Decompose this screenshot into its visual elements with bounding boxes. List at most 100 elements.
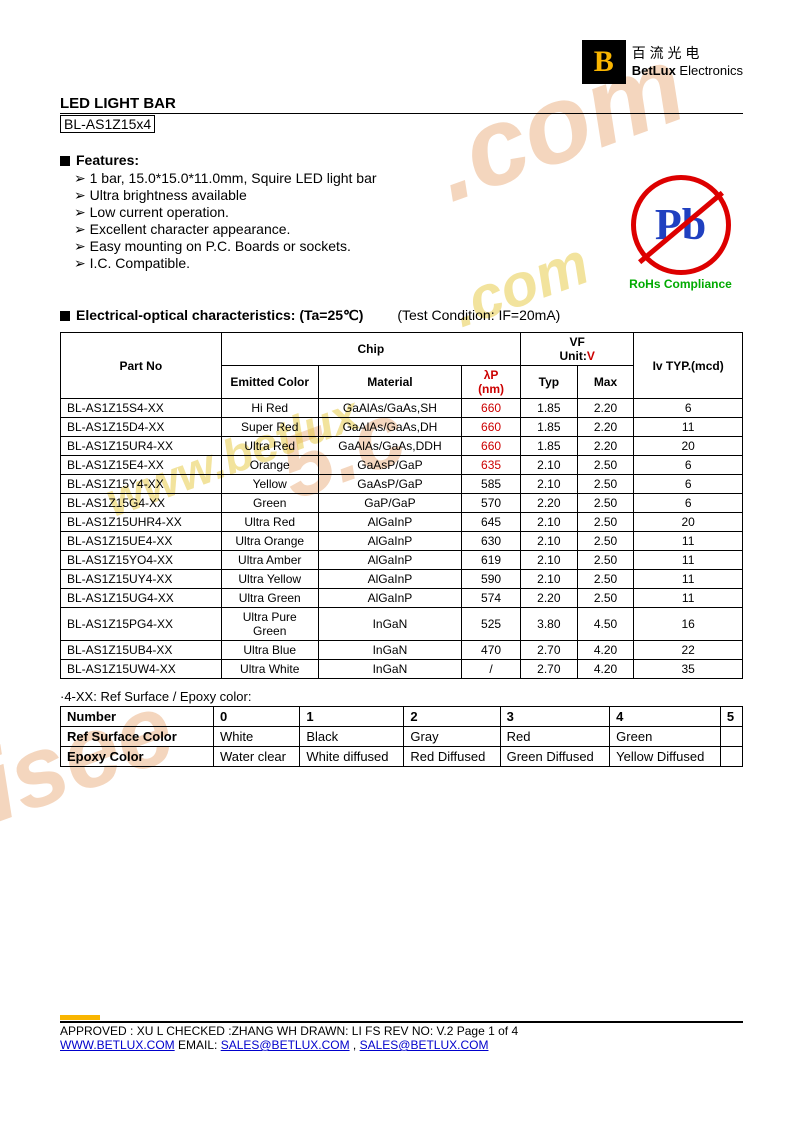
epoxy-note: ·4-XX: Ref Surface / Epoxy color: (60, 689, 743, 704)
epoxy-cell: Green Diffused (500, 747, 610, 767)
cell-max: 2.50 (577, 589, 634, 608)
table-row: BL-AS1Z15D4-XXSuper RedGaAlAs/GaAs,DH660… (61, 418, 743, 437)
rohs-text: RoHs Compliance (623, 277, 738, 291)
cell-color: Ultra Orange (221, 532, 318, 551)
table-row: BL-AS1Z15Y4-XXYellowGaAsP/GaP5852.102.50… (61, 475, 743, 494)
th-lambda: λP(nm) (462, 366, 521, 399)
cell-iv: 6 (634, 456, 743, 475)
cell-partno: BL-AS1Z15UW4-XX (61, 660, 222, 679)
cell-lambda: 660 (462, 418, 521, 437)
cell-typ: 1.85 (521, 437, 578, 456)
cell-partno: BL-AS1Z15UY4-XX (61, 570, 222, 589)
th-partno: Part No (61, 333, 222, 399)
epoxy-cell: Water clear (214, 747, 300, 767)
cell-lambda: / (462, 660, 521, 679)
cell-typ: 1.85 (521, 399, 578, 418)
cell-max: 2.20 (577, 399, 634, 418)
cell-material: GaAlAs/GaAs,DDH (318, 437, 461, 456)
cell-iv: 6 (634, 475, 743, 494)
cell-partno: BL-AS1Z15YO4-XX (61, 551, 222, 570)
epoxy-cell: Red (500, 727, 610, 747)
cell-max: 4.50 (577, 608, 634, 641)
table-row: BL-AS1Z15YO4-XXUltra AmberAlGaInP6192.10… (61, 551, 743, 570)
cell-iv: 11 (634, 418, 743, 437)
logo-en-rest: Electronics (676, 63, 743, 78)
th-typ: Typ (521, 366, 578, 399)
page-footer: APPROVED : XU L CHECKED :ZHANG WH DRAWN:… (60, 1015, 743, 1052)
footer-email1-link[interactable]: SALES@BETLUX.COM (221, 1038, 350, 1052)
cell-partno: BL-AS1Z15E4-XX (61, 456, 222, 475)
cell-iv: 20 (634, 513, 743, 532)
epoxy-header: Number (61, 707, 214, 727)
logo-icon: B (582, 40, 626, 84)
cell-partno: BL-AS1Z15S4-XX (61, 399, 222, 418)
epoxy-cell (720, 727, 742, 747)
epoxy-cell: Green (610, 727, 721, 747)
cell-partno: BL-AS1Z15Y4-XX (61, 475, 222, 494)
epoxy-cell: Yellow Diffused (610, 747, 721, 767)
cell-lambda: 585 (462, 475, 521, 494)
cell-color: Ultra Green (221, 589, 318, 608)
cell-color: Hi Red (221, 399, 318, 418)
epoxy-header: 1 (300, 707, 404, 727)
page-title: LED LIGHT BAR (60, 95, 743, 114)
cell-lambda: 660 (462, 437, 521, 456)
footer-sep: , (350, 1038, 360, 1052)
test-condition: (Test Condition: IF=20mA) (397, 307, 560, 323)
part-family: BL-AS1Z15x4 (60, 115, 155, 133)
epoxy-header: 3 (500, 707, 610, 727)
cell-material: AlGaInP (318, 532, 461, 551)
cell-max: 2.50 (577, 456, 634, 475)
cell-lambda: 590 (462, 570, 521, 589)
cell-color: Ultra Yellow (221, 570, 318, 589)
rohs-badge: Pb RoHs Compliance (623, 175, 738, 291)
cell-max: 4.20 (577, 660, 634, 679)
cell-lambda: 619 (462, 551, 521, 570)
th-emitted: Emitted Color (221, 366, 318, 399)
cell-material: InGaN (318, 660, 461, 679)
table-row: BL-AS1Z15E4-XXOrangeGaAsP/GaP6352.102.50… (61, 456, 743, 475)
th-vf: VFUnit:V (521, 333, 634, 366)
cell-lambda: 660 (462, 399, 521, 418)
epoxy-cell: Red Diffused (404, 747, 500, 767)
cell-material: GaAsP/GaP (318, 456, 461, 475)
cell-partno: BL-AS1Z15D4-XX (61, 418, 222, 437)
cell-typ: 2.10 (521, 570, 578, 589)
cell-iv: 11 (634, 551, 743, 570)
spec-table: Part No Chip VFUnit:V Iv TYP.(mcd) Emitt… (60, 332, 743, 679)
cell-material: InGaN (318, 641, 461, 660)
epoxy-cell (720, 747, 742, 767)
cell-color: Ultra Amber (221, 551, 318, 570)
epoxy-header: 4 (610, 707, 721, 727)
cell-iv: 22 (634, 641, 743, 660)
table-row: BL-AS1Z15UB4-XXUltra BlueInGaN4702.704.2… (61, 641, 743, 660)
cell-max: 2.20 (577, 418, 634, 437)
cell-lambda: 470 (462, 641, 521, 660)
table-row: BL-AS1Z15UG4-XXUltra GreenAlGaInP5742.20… (61, 589, 743, 608)
footer-www-link[interactable]: WWW.BETLUX.COM (60, 1038, 175, 1052)
cell-partno: BL-AS1Z15UHR4-XX (61, 513, 222, 532)
cell-partno: BL-AS1Z15PG4-XX (61, 608, 222, 641)
cell-material: AlGaInP (318, 570, 461, 589)
cell-partno: BL-AS1Z15UE4-XX (61, 532, 222, 551)
cell-color: Ultra Pure Green (221, 608, 318, 641)
cell-typ: 2.70 (521, 660, 578, 679)
cell-iv: 11 (634, 570, 743, 589)
cell-typ: 2.10 (521, 532, 578, 551)
table-row: BL-AS1Z15S4-XXHi RedGaAlAs/GaAs,SH6601.8… (61, 399, 743, 418)
cell-partno: BL-AS1Z15UR4-XX (61, 437, 222, 456)
cell-max: 2.50 (577, 551, 634, 570)
table-row: BL-AS1Z15G4-XXGreenGaP/GaP5702.202.506 (61, 494, 743, 513)
cell-material: InGaN (318, 608, 461, 641)
epoxy-row-label: Ref Surface Color (61, 727, 214, 747)
cell-color: Ultra Blue (221, 641, 318, 660)
footer-email2-link[interactable]: SALES@BETLUX.COM (360, 1038, 489, 1052)
cell-max: 2.20 (577, 437, 634, 456)
cell-material: AlGaInP (318, 551, 461, 570)
cell-color: Orange (221, 456, 318, 475)
cell-typ: 2.10 (521, 551, 578, 570)
cell-partno: BL-AS1Z15G4-XX (61, 494, 222, 513)
cell-material: GaAsP/GaP (318, 475, 461, 494)
cell-iv: 6 (634, 399, 743, 418)
footer-approval: APPROVED : XU L CHECKED :ZHANG WH DRAWN:… (60, 1024, 743, 1038)
